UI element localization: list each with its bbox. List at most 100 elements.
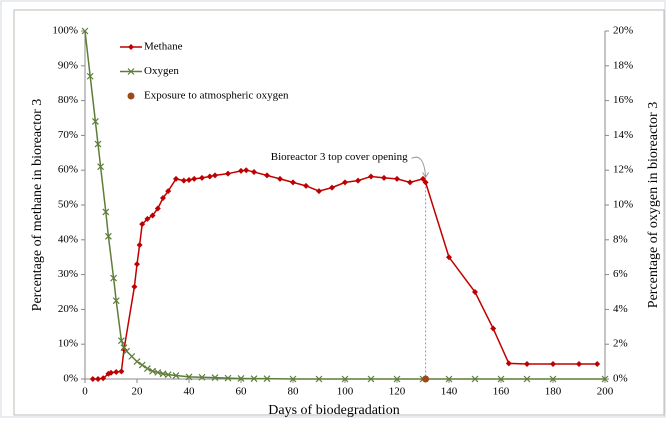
y2-tick-label: 14%: [613, 129, 633, 141]
data-point: [165, 188, 172, 195]
data-point: [277, 175, 283, 182]
x-tick-label: 200: [597, 386, 614, 398]
x-tick-label: 180: [545, 386, 562, 398]
data-point: [159, 370, 167, 378]
y-tick-label: 30%: [58, 268, 78, 280]
data-point: [100, 375, 107, 382]
x-tick-label: 20: [132, 386, 144, 398]
data-point: [128, 352, 136, 360]
data-point: [446, 254, 452, 261]
data-point: [104, 232, 112, 240]
y2-tick-label: 2%: [613, 338, 628, 350]
data-point: [117, 337, 125, 345]
data-point: [550, 361, 556, 368]
data-point: [523, 375, 531, 383]
y-tick-label: 100%: [52, 25, 78, 37]
chart-border: [13, 9, 665, 416]
data-point: [144, 215, 151, 222]
x-tick-label: 80: [288, 386, 300, 398]
y2-tick-label: 12%: [613, 164, 633, 176]
data-point: [394, 175, 400, 182]
annotation-arrowhead: [422, 172, 430, 179]
data-point: [154, 205, 161, 212]
data-point: [173, 175, 179, 182]
data-point: [199, 174, 205, 181]
data-point: [329, 184, 335, 191]
data-point: [251, 168, 257, 175]
data-point: [264, 172, 270, 179]
y2-tick-label: 4%: [613, 303, 628, 315]
data-point: [206, 173, 213, 180]
data-point: [139, 221, 146, 228]
data-point: [164, 371, 172, 379]
data-point: [136, 242, 143, 249]
data-point: [342, 179, 348, 186]
data-point: [81, 27, 89, 35]
data-point: [490, 325, 497, 332]
data-point: [185, 373, 193, 381]
data-point: [224, 374, 232, 382]
data-point: [133, 358, 141, 366]
data-point: [94, 140, 102, 148]
annotation-arrow: [411, 156, 427, 177]
data-point: [120, 344, 128, 352]
data-point: [180, 177, 187, 184]
data-point: [303, 182, 309, 189]
legend-marker: [127, 92, 135, 100]
y2-tick-label: 8%: [613, 233, 628, 245]
data-point: [172, 372, 180, 379]
data-point: [289, 375, 297, 383]
data-point: [549, 375, 557, 383]
data-point: [341, 375, 349, 383]
data-point: [191, 175, 198, 182]
data-point: [471, 375, 479, 383]
x-tick-label: 140: [441, 386, 458, 398]
data-point: [601, 375, 609, 383]
y-tick-label: 50%: [58, 199, 78, 211]
y-tick-label: 90%: [58, 59, 78, 71]
data-point: [316, 188, 322, 195]
data-point: [576, 361, 582, 368]
x-axis-title: Days of biodegradation: [268, 403, 399, 418]
data-point: [290, 179, 296, 186]
data-point: [225, 170, 231, 177]
data-point: [138, 361, 146, 369]
data-point: [97, 163, 105, 171]
data-point: [131, 283, 138, 290]
y-axis-title: Percentage of methane in bioreactor 3: [30, 99, 45, 312]
legend-marker: [127, 68, 135, 75]
data-point: [134, 261, 140, 268]
y2-tick-label: 20%: [613, 25, 633, 37]
data-point: [160, 195, 166, 202]
data-point: [472, 289, 478, 295]
data-point: [118, 368, 125, 375]
y-tick-label: 40%: [58, 233, 78, 245]
data-point: [112, 297, 120, 305]
data-point: [393, 375, 401, 383]
data-point: [110, 274, 118, 282]
x-tick-label: 60: [236, 386, 248, 398]
data-point: [368, 173, 374, 180]
x-tick-label: 120: [389, 386, 406, 398]
y-tick-label: 0%: [63, 373, 78, 385]
data-point: [250, 375, 258, 383]
data-point: [108, 369, 114, 376]
y2-tick-label: 10%: [613, 199, 633, 211]
data-point: [89, 376, 96, 382]
y-tick-label: 20%: [58, 303, 78, 315]
y2-tick-label: 6%: [613, 268, 628, 280]
y2-tick-label: 16%: [613, 94, 633, 106]
data-point: [149, 212, 156, 219]
data-point: [237, 375, 245, 382]
data-point: [86, 72, 94, 80]
y2-axis-title: Percentage of oxygen in bioreactor 3: [646, 102, 661, 308]
data-point: [243, 167, 250, 174]
data-point: [123, 347, 131, 355]
data-point: [422, 179, 429, 186]
legend-marker: [128, 44, 134, 50]
y-tick-label: 70%: [58, 129, 78, 141]
series-line: [84, 30, 605, 380]
y2-tick-label: 18%: [613, 59, 633, 71]
